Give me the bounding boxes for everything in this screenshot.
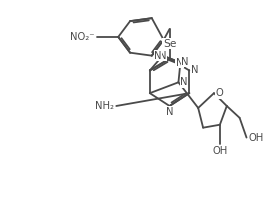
- Text: N: N: [176, 57, 183, 68]
- Text: N: N: [181, 57, 189, 67]
- Text: NH₂: NH₂: [95, 101, 114, 111]
- Text: O: O: [216, 88, 224, 98]
- Text: N: N: [159, 51, 166, 61]
- Text: N: N: [191, 65, 199, 75]
- Text: N: N: [154, 51, 162, 61]
- Text: OH: OH: [249, 133, 264, 143]
- Text: Se: Se: [163, 39, 176, 49]
- Text: OH: OH: [212, 147, 227, 156]
- Text: N: N: [180, 77, 188, 87]
- Text: N: N: [166, 107, 173, 117]
- Text: NO₂⁻: NO₂⁻: [70, 32, 95, 42]
